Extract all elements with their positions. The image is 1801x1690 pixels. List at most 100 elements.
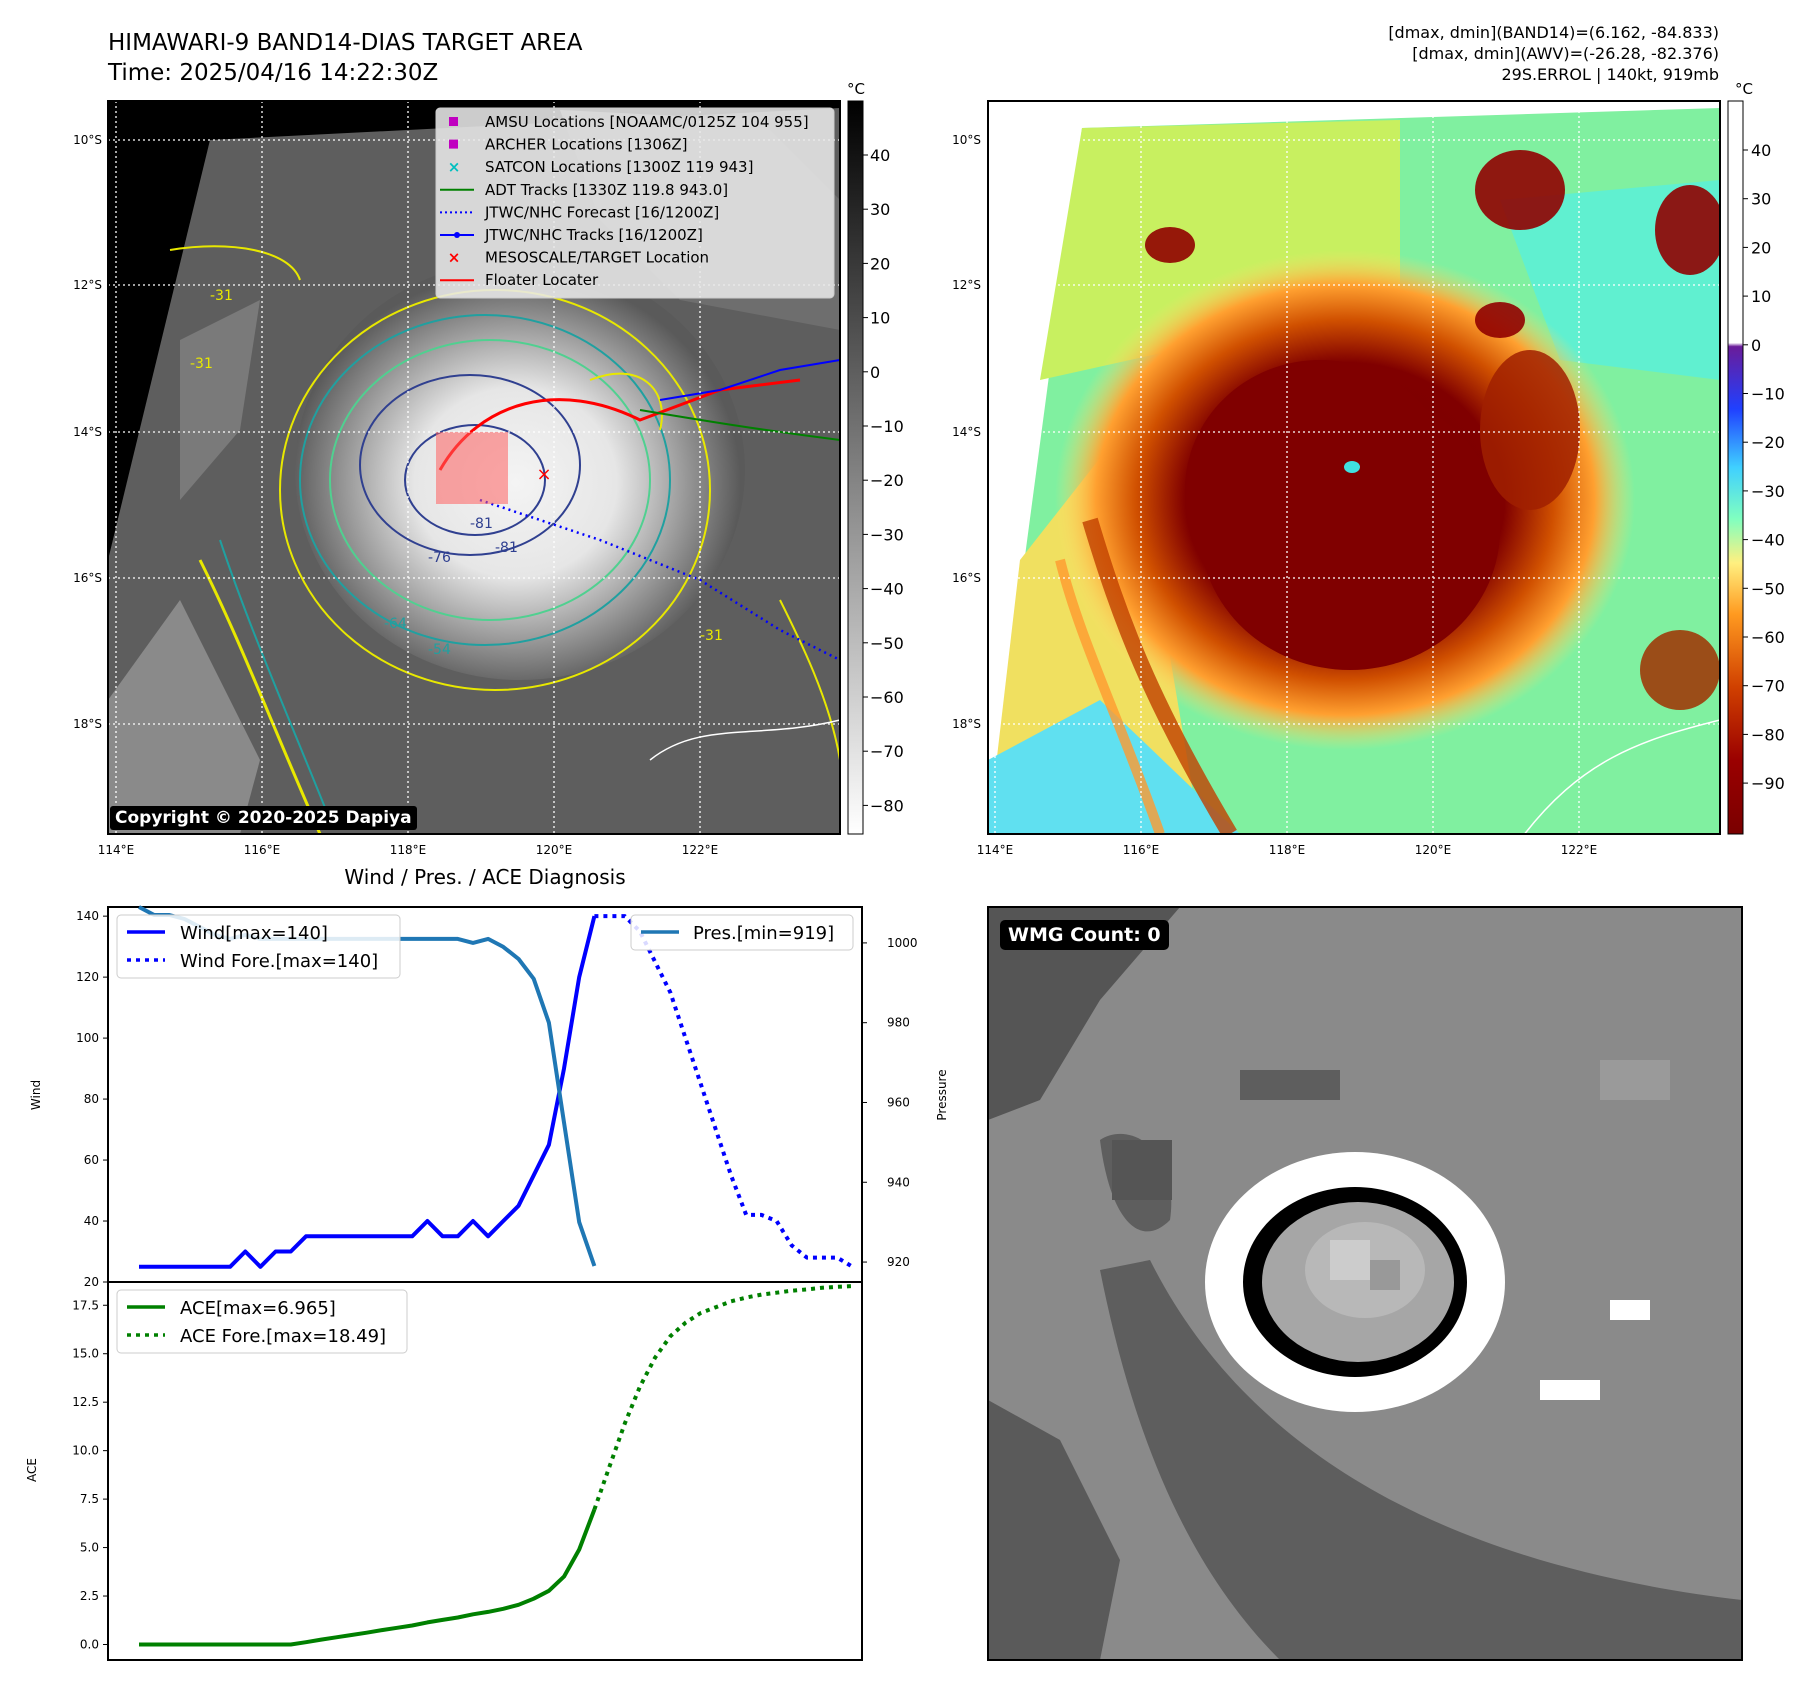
y2-tick-label: 1000 [887,936,918,950]
y2-tick-label: 960 [887,1095,910,1109]
legend-x-marker: × [448,249,461,267]
colorbar-color: °C 40 30 20 10 0 −10 −20 −30 −40 −50 −60 −70 −80 −90 [1727,80,1785,835]
diagnosis-title: Wind / Pres. / ACE Diagnosis [344,865,625,889]
lon-label: 122°E [1561,843,1598,857]
lon-label: 116°E [244,843,281,857]
pressure-legend: Pres.[min=919] [630,914,854,951]
legend-square-marker [449,139,458,149]
ace-legend: ACE[max=6.965] ACE Fore.[max=18.49] [116,1289,408,1354]
ace-forecast-legend-label: ACE Fore.[max=18.49] [180,1326,386,1347]
colorbar-tick-label: 10 [1751,287,1771,306]
lat-labels-right: 10°S 12°S 14°S 16°S 18°S [952,133,981,731]
colorbar-tick-label: −70 [870,742,904,761]
ace-chart: 0.0 2.5 5.0 7.5 10.0 12.5 15.0 17.5 ACE ACE[max… [25,1281,863,1661]
copyright-badge: Copyright © 2020-2025 Dapiya [110,806,417,830]
colorbar-tick-label: 20 [870,254,890,273]
contour-label: -31 [700,628,723,644]
wind-pressure-chart: 20 40 60 80 100 120 140 920 940 960 980 1000 Wind … [29,905,949,1289]
y-tick-label: 10.0 [72,1444,99,1458]
colorbar-tick-label: −20 [870,471,904,490]
legend-label: SATCON Locations [1300Z 119 943] [485,158,753,176]
colorbar-tick-label: 30 [870,200,890,219]
lat-label: 12°S [952,278,981,292]
wind-axis-label: Wind [29,1080,43,1110]
legend-label: JTWC/NHC Forecast [16/1200Z] [484,203,719,221]
series-line [139,1508,597,1647]
y2-tick-label: 920 [887,1255,910,1269]
y-tick-label: 20 [84,1275,99,1289]
wmg-panel [988,907,1742,1660]
color-map-frame [987,100,1721,835]
wmg-count-badge: WMG Count: 0 [1000,920,1169,950]
color-map-panel [988,101,1720,834]
legend-label: JTWC/NHC Tracks [16/1200Z] [484,226,703,244]
contour-label: -64 [384,616,407,632]
lat-label: 18°S [73,717,102,731]
lat-label: 12°S [73,278,102,292]
figure-title: HIMAWARI-9 BAND14-DIAS TARGET AREA [108,30,583,56]
colorbar-tick-label: 10 [870,309,890,328]
legend-dot-marker [454,232,460,238]
y-tick-label: 0.0 [80,1637,99,1651]
ir-map-grid [108,101,840,834]
contour-label: -81 [470,516,493,532]
y-tick-label: 12.5 [72,1395,99,1409]
colorbar-tick-label: −30 [870,525,904,544]
y-tick-label: 5.0 [80,1541,99,1555]
stats-awv: [dmax, dmin](AWV)=(-26.28, -82.376) [1412,44,1719,63]
wind-legend-label: Wind[max=140] [180,923,328,944]
colorbar-tick-label: −70 [1751,677,1785,696]
legend-label: AMSU Locations [NOAAMC/0125Z 104 955] [485,113,809,131]
colorbar-tick-label: 40 [1751,141,1771,160]
lon-label: 120°E [1415,843,1452,857]
colorbar-tick-label: −10 [870,417,904,436]
lat-label: 10°S [952,133,981,147]
y-tick-label: 2.5 [80,1589,99,1603]
legend-label: Floater Locater [485,271,599,289]
y-tick-label: 60 [84,1153,99,1167]
ace-axis-label: ACE [25,1458,39,1482]
lat-label: 14°S [952,425,981,439]
lon-label: 120°E [536,843,573,857]
lon-labels-left: 114°E 116°E 118°E 120°E 122°E [98,843,719,857]
colorbar-tick-label: −10 [1751,385,1785,404]
pressure-axis-label: Pressure [935,1069,949,1120]
legend-label: ARCHER Locations [1306Z] [485,136,688,154]
lat-labels-left: 10°S 12°S 14°S 16°S 18°S [73,133,102,731]
contour-label: -54 [428,642,451,658]
colorbar-tick-label: −60 [1751,628,1785,647]
contour-label: -31 [190,356,213,372]
y-tick-label: 40 [84,1214,99,1228]
y-tick-label: 15.0 [72,1347,99,1361]
map-cross-marker: × [536,464,551,485]
wmg-frame [987,906,1743,1661]
y-tick-label: 17.5 [72,1298,99,1312]
lat-label: 10°S [73,133,102,147]
y-tick-label: 140 [76,909,99,923]
y2-tick-label: 980 [887,1016,910,1030]
wind-legend: Wind[max=140] Wind Fore.[max=140] [116,914,401,979]
lon-label: 114°E [977,843,1014,857]
y-tick-label: 120 [76,970,99,984]
lon-label: 122°E [682,843,719,857]
y-tick-label: 100 [76,1031,99,1045]
colorbar-tick-label: 0 [870,363,880,382]
colorbar-tick-label: −30 [1751,482,1785,501]
legend-square-marker [449,117,458,126]
legend-x-marker: × [448,158,461,176]
legend-label: MESOSCALE/TARGET Location [485,249,709,267]
colorbar-tick-label: −50 [870,634,904,653]
series-line [139,915,597,1269]
contour-label: -31 [210,288,233,304]
colorbar-tick-label: 20 [1751,238,1771,257]
colorbar-gray: °C 40 30 20 10 0 −10 −20 −30 −40 −50 −60 −70 −80 [847,80,904,835]
legend-label: ADT Tracks [1330Z 119.8 943.0] [485,181,728,199]
figure-time: Time: 2025/04/16 14:22:30Z [107,60,438,86]
ace-legend-label: ACE[max=6.965] [180,1298,336,1319]
colorbar-tick-label: −60 [870,688,904,707]
map-legend: AMSU Locations [NOAAMC/0125Z 104 955] ARC… [435,107,835,299]
ir-map-frame [107,100,841,835]
contour-label: -76 [428,550,451,566]
lon-label: 118°E [1269,843,1306,857]
